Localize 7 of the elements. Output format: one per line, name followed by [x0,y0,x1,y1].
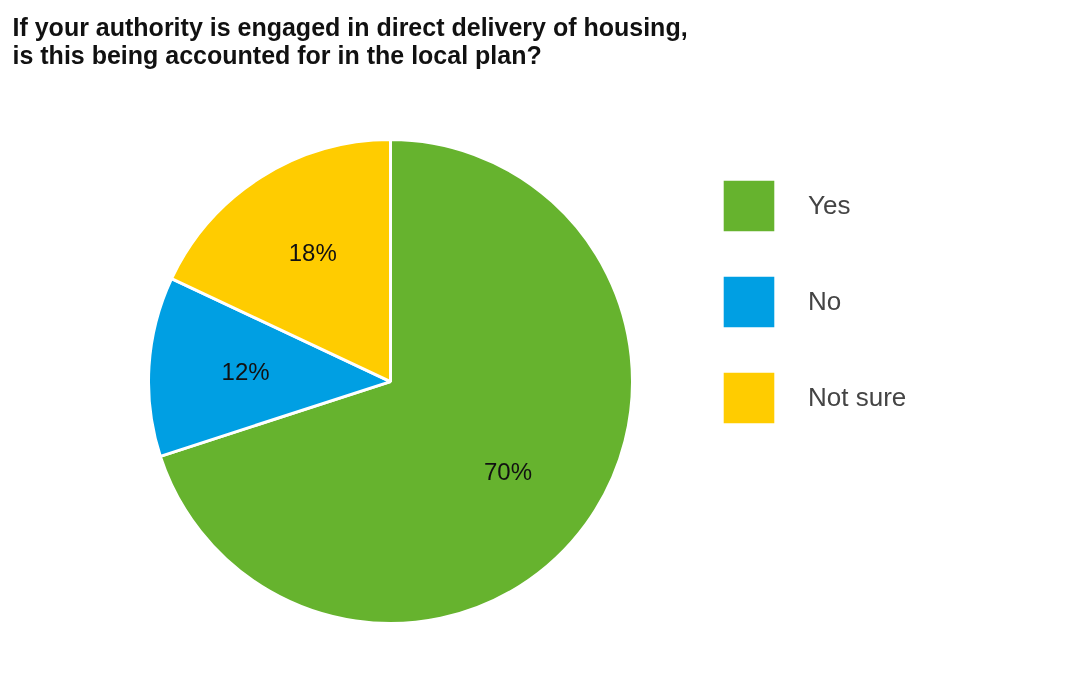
legend-label: No [808,286,842,317]
legend-label: Not sure [808,382,907,413]
legend-label: Yes [808,190,851,221]
data-label: 18% [288,238,337,266]
data-label: 12% [221,358,270,386]
data-label: 70% [483,458,532,486]
chart-title: If your authority is engaged in direct delivery of housing, is this being accounted for in the local plan? [12,12,688,69]
